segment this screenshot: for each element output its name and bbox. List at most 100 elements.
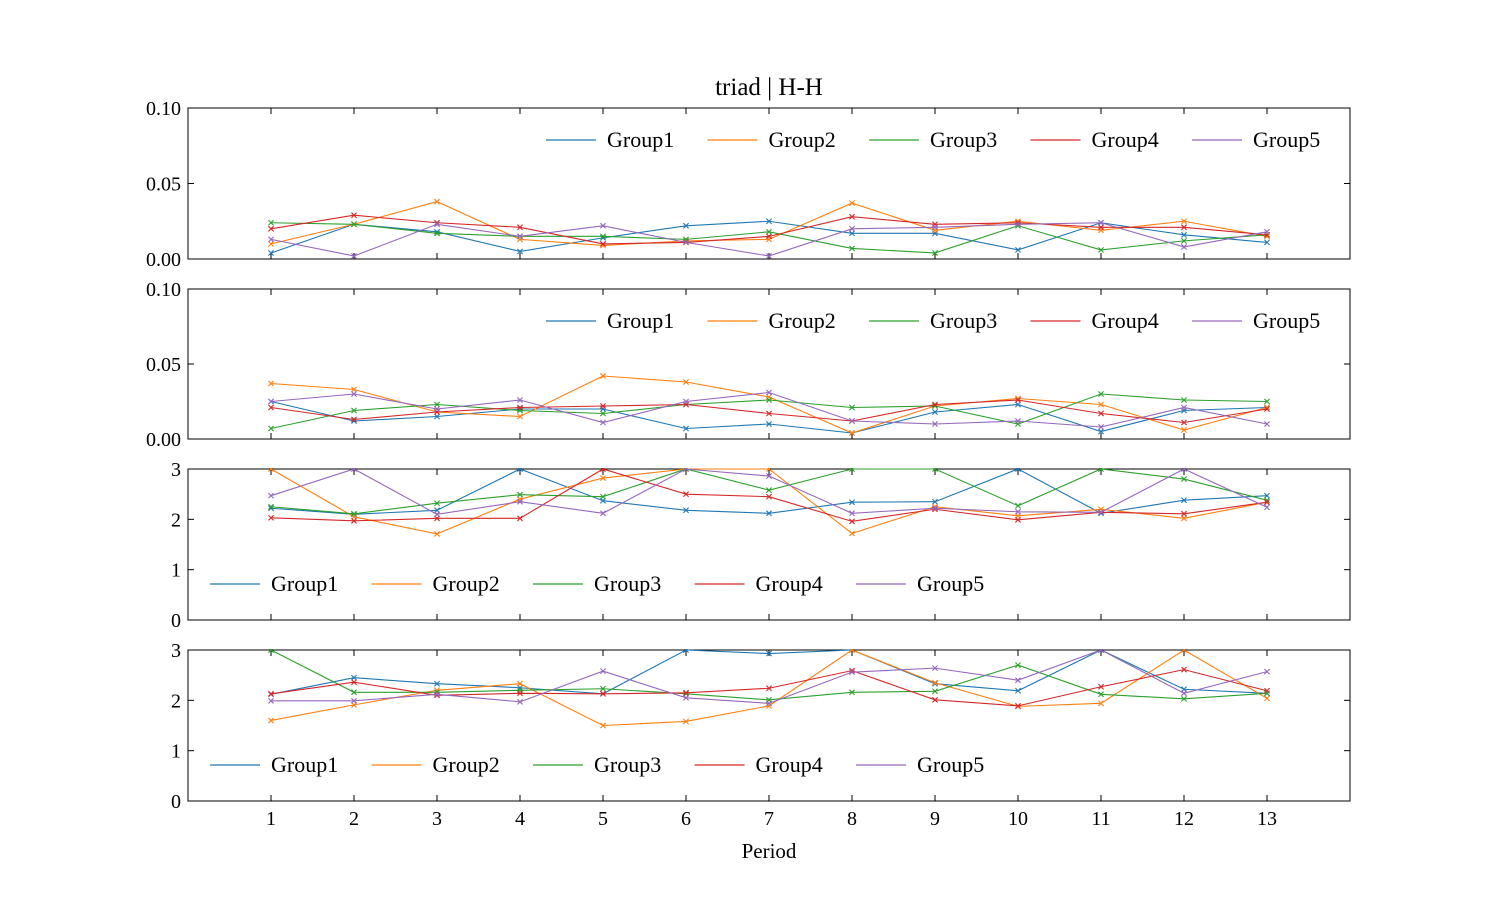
- x-tick-label: 10: [1008, 808, 1028, 830]
- data-point-marker: [683, 468, 689, 472]
- data-point-marker: [683, 425, 689, 432]
- legend: Group1 Group2 Group3 Group4 Group5: [210, 571, 984, 596]
- data-point-marker: [517, 413, 523, 420]
- data-point-marker: [1181, 427, 1187, 433]
- data-point-marker: [766, 389, 772, 396]
- data-point-marker: [932, 401, 938, 408]
- data-point-marker: [1264, 421, 1270, 427]
- legend-label: Group4: [1092, 127, 1159, 152]
- y-tick-label: 3: [171, 459, 181, 481]
- x-tick-label: 7: [764, 808, 774, 830]
- data-point-marker: [351, 679, 357, 686]
- data-point-marker: [600, 510, 606, 517]
- data-point-marker: [1264, 492, 1270, 499]
- data-point-marker: [268, 249, 274, 256]
- data-point-marker: [1181, 497, 1187, 504]
- data-point-marker: [1015, 677, 1021, 684]
- y-tick-label: 2: [171, 690, 181, 712]
- data-point-marker: [434, 691, 440, 698]
- data-point-marker: [766, 702, 772, 709]
- data-point-marker: [600, 240, 606, 247]
- data-point-marker: [849, 404, 855, 411]
- data-point-marker: [1181, 231, 1187, 238]
- data-point-marker: [683, 491, 689, 498]
- legend-label: Group3: [930, 308, 997, 333]
- data-point-marker: [1098, 691, 1104, 698]
- y-tick-label: 1: [171, 741, 181, 763]
- data-point-marker: [683, 718, 689, 725]
- series-line-group4: [270, 399, 1268, 424]
- data-point-marker: [600, 410, 606, 417]
- plot-frame: [187, 649, 1351, 802]
- data-point-marker: [434, 198, 440, 205]
- data-point-marker: [351, 252, 357, 259]
- data-point-marker: [849, 245, 855, 252]
- data-point-marker: [268, 236, 274, 243]
- data-point-marker: [517, 224, 523, 231]
- data-point-marker: [932, 688, 938, 695]
- data-point-marker: [849, 649, 855, 653]
- data-point-marker: [1181, 404, 1187, 411]
- y-tick-label: 2: [171, 509, 181, 531]
- data-point-marker: [517, 404, 523, 411]
- x-tick-label: 3: [432, 808, 442, 830]
- x-tick-label: 2: [349, 808, 359, 830]
- data-point-marker: [351, 221, 357, 228]
- data-point-marker: [600, 493, 606, 500]
- data-point-marker: [766, 700, 772, 707]
- data-point-marker: [434, 413, 440, 420]
- data-point-marker: [268, 514, 274, 521]
- data-point-marker: [932, 249, 938, 256]
- data-point-marker: [683, 379, 689, 385]
- legend-label: Group2: [433, 752, 500, 777]
- data-point-marker: [766, 233, 772, 240]
- legend-label: Group5: [917, 571, 984, 596]
- data-point-marker: [1098, 683, 1104, 690]
- data-point-marker: [849, 518, 855, 525]
- data-point-marker: [932, 505, 938, 512]
- y-tick-label: 3: [171, 640, 181, 662]
- x-tick-label: 5: [598, 808, 608, 830]
- data-point-marker: [268, 697, 274, 704]
- data-point-marker: [351, 416, 357, 423]
- data-point-marker: [351, 674, 357, 681]
- legend-label: Group5: [917, 752, 984, 777]
- data-point-marker: [932, 224, 938, 231]
- legend-label: Group4: [756, 752, 823, 777]
- x-axis-label: Period: [742, 839, 797, 863]
- legend-label: Group5: [1253, 127, 1320, 152]
- data-point-marker: [1015, 687, 1021, 694]
- data-point-marker: [268, 503, 274, 510]
- data-point-marker: [932, 679, 938, 686]
- data-point-marker: [434, 500, 440, 507]
- data-point-marker: [683, 222, 689, 229]
- y-tick-label: 0: [171, 610, 181, 632]
- data-point-marker: [766, 252, 772, 259]
- data-point-marker: [600, 403, 606, 409]
- data-point-marker: [351, 386, 357, 393]
- data-point-marker: [1181, 243, 1187, 250]
- data-point-marker: [1181, 649, 1187, 653]
- legend-label: Group2: [769, 308, 836, 333]
- data-point-marker: [766, 421, 772, 427]
- legend-label: Group2: [433, 571, 500, 596]
- legend: Group1 Group2 Group3 Group4 Group5: [546, 127, 1320, 152]
- data-point-marker: [1098, 428, 1104, 435]
- data-point-marker: [766, 510, 772, 517]
- data-point-marker: [683, 398, 689, 405]
- legend-label: Group2: [769, 127, 836, 152]
- data-point-marker: [600, 373, 606, 379]
- data-point-marker: [1098, 700, 1104, 707]
- data-point-marker: [600, 690, 606, 697]
- legend-label: Group3: [594, 571, 661, 596]
- data-point-marker: [1015, 662, 1021, 669]
- data-point-marker: [1015, 401, 1021, 408]
- data-point-marker: [434, 530, 440, 537]
- data-point-marker: [1181, 468, 1187, 472]
- x-tick-label: 13: [1257, 808, 1277, 830]
- data-point-marker: [268, 649, 274, 653]
- data-point-marker: [517, 397, 523, 403]
- legend-label: Group1: [271, 752, 338, 777]
- data-point-marker: [600, 685, 606, 692]
